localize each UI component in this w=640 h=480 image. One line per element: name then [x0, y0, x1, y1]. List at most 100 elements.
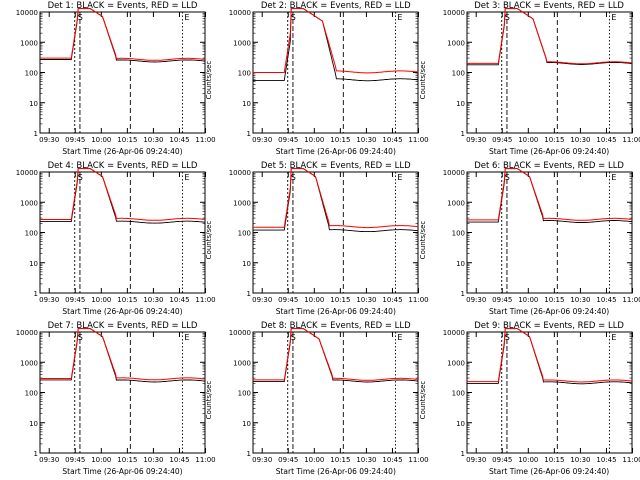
y-tick-label: 1: [460, 290, 464, 298]
y-axis-label: Counts/sec: [205, 220, 214, 260]
plot-area: 1 10 100 1000 10000 09:30 09:45 10:00 10:15 10:30…: [229, 8, 429, 144]
x-tick-label: 09:30: [252, 456, 272, 464]
detector-panel-7: Det 7: BLACK = Events, RED = LLD Start Ti…: [0, 320, 216, 480]
x-tick-label: 11:00: [195, 296, 215, 304]
marker-label-end: E: [398, 13, 403, 22]
y-tick-label: 1000: [447, 199, 465, 207]
x-tick-label: 10:00: [91, 456, 111, 464]
y-tick-label: 10000: [16, 9, 38, 17]
events-series-line: [40, 8, 205, 63]
marker-label-end: E: [184, 173, 189, 182]
y-tick-label: 10: [242, 420, 251, 428]
plot-area: 1 10 100 1000 10000 09:30 09:45 10:00 10:15 10:30…: [16, 168, 216, 304]
x-tick-label: 09:30: [252, 296, 272, 304]
plot-frame: [39, 171, 206, 294]
plot-area: 1 10 100 1000 10000 09:30 09:45 10:00 10:15 10:30…: [16, 8, 216, 144]
x-tick-label: 09:30: [466, 456, 486, 464]
lld-series-line: [40, 328, 205, 381]
plot-frame: [39, 331, 206, 454]
x-axis-label: Start Time (26-Apr-06 09:24:40): [275, 307, 396, 316]
y-tick-label: 100: [451, 230, 464, 238]
events-series-line: [466, 328, 632, 385]
y-tick-label: 100: [451, 390, 464, 398]
y-tick-label: 1: [34, 450, 38, 458]
events-series-line: [253, 8, 419, 82]
marker-label-end: E: [398, 333, 403, 342]
x-tick-label: 11:00: [409, 456, 429, 464]
x-axis-label: Start Time (26-Apr-06 09:24:40): [275, 467, 396, 476]
x-axis-label: Start Time (26-Apr-06 09:24:40): [62, 467, 183, 476]
plot-area: 1 10 100 1000 10000 09:30 09:45 10:00 10:15 10:30…: [16, 328, 216, 464]
x-tick-label: 09:45: [492, 296, 512, 304]
y-tick-label: 10: [242, 260, 251, 268]
x-tick-label: 10:45: [169, 296, 189, 304]
panel-title: Det 7: BLACK = Events, RED = LLD: [47, 321, 198, 331]
detector-panel-9: Det 9: BLACK = Events, RED = LLD Start Ti…: [419, 320, 640, 480]
x-tick-label: 11:00: [195, 136, 215, 144]
panel-title: Det 6: BLACK = Events, RED = LLD: [474, 161, 624, 171]
y-tick-label: 1: [247, 290, 251, 298]
plot-area: 1 10 100 1000 10000 09:30 09:45 10:00 10:15 10:30…: [442, 8, 640, 144]
panel-title: Det 2: BLACK = Events, RED = LLD: [260, 1, 411, 11]
x-tick-label: 10:30: [143, 456, 163, 464]
x-tick-label: 10:30: [570, 296, 590, 304]
detector-panel-5: Det 5: BLACK = Events, RED = LLD Start Ti…: [205, 160, 429, 320]
plot-frame: [39, 11, 206, 134]
y-tick-label: 10: [242, 100, 251, 108]
plot-frame: [252, 171, 419, 294]
y-tick-label: 1: [34, 130, 38, 138]
marker-label-start: S: [78, 333, 83, 342]
marker-label-start: S: [291, 13, 296, 22]
x-tick-label: 10:45: [169, 456, 189, 464]
y-tick-label: 100: [238, 230, 251, 238]
x-tick-label: 09:30: [466, 136, 486, 144]
y-axis-label: Counts/sec: [418, 380, 427, 420]
detector-panel-8: Det 8: BLACK = Events, RED = LLD Start Ti…: [205, 320, 429, 480]
x-tick-label: 10:30: [570, 136, 590, 144]
x-tick-label: 09:30: [39, 456, 59, 464]
y-tick-label: 1: [34, 290, 38, 298]
detector-panel-1: Det 1: BLACK = Events, RED = LLD Start Ti…: [0, 0, 216, 160]
x-tick-label: 11:00: [622, 296, 640, 304]
y-tick-label: 10000: [16, 329, 38, 337]
y-tick-label: 1000: [233, 199, 251, 207]
x-tick-label: 11:00: [409, 296, 429, 304]
panel-title: Det 9: BLACK = Events, RED = LLD: [474, 321, 624, 331]
y-tick-label: 10000: [229, 169, 251, 177]
events-series-line: [466, 168, 632, 223]
x-tick-label: 10:00: [518, 456, 538, 464]
marker-label-start: S: [504, 173, 509, 182]
marker-label-end: E: [611, 13, 616, 22]
x-tick-label: 10:15: [117, 296, 137, 304]
x-tick-label: 11:00: [622, 136, 640, 144]
plot-frame: [252, 331, 419, 454]
marker-label-end: E: [184, 13, 189, 22]
marker-label-start: S: [504, 13, 509, 22]
events-series-line: [40, 328, 205, 383]
plot-area: 1 10 100 1000 10000 09:30 09:45 10:00 10:15 10:30…: [442, 168, 640, 304]
y-tick-label: 10: [456, 260, 465, 268]
lld-series-line: [466, 8, 632, 65]
x-tick-label: 10:00: [518, 136, 538, 144]
y-tick-label: 1000: [233, 39, 251, 47]
y-tick-label: 100: [238, 70, 251, 78]
marker-label-start: S: [78, 13, 83, 22]
detector-panel-3: Det 3: BLACK = Events, RED = LLD Start Ti…: [419, 0, 640, 160]
x-tick-label: 09:45: [492, 456, 512, 464]
y-tick-label: 1: [460, 450, 464, 458]
lld-series-line: [466, 328, 632, 383]
events-series-line: [40, 168, 205, 224]
x-tick-label: 09:30: [252, 136, 272, 144]
plot-area: 1 10 100 1000 10000 09:30 09:45 10:00 10:15 10:30…: [229, 328, 429, 464]
marker-label-start: S: [504, 333, 509, 342]
marker-label-end: E: [398, 173, 403, 182]
x-axis-label: Start Time (26-Apr-06 09:24:40): [62, 307, 183, 316]
x-tick-label: 10:00: [518, 296, 538, 304]
x-tick-label: 10:30: [570, 456, 590, 464]
y-tick-label: 100: [451, 70, 464, 78]
events-series-line: [253, 328, 419, 383]
x-tick-label: 09:30: [39, 296, 59, 304]
y-tick-label: 10000: [229, 329, 251, 337]
y-tick-label: 100: [25, 70, 38, 78]
panel-title: Det 1: BLACK = Events, RED = LLD: [47, 1, 198, 11]
